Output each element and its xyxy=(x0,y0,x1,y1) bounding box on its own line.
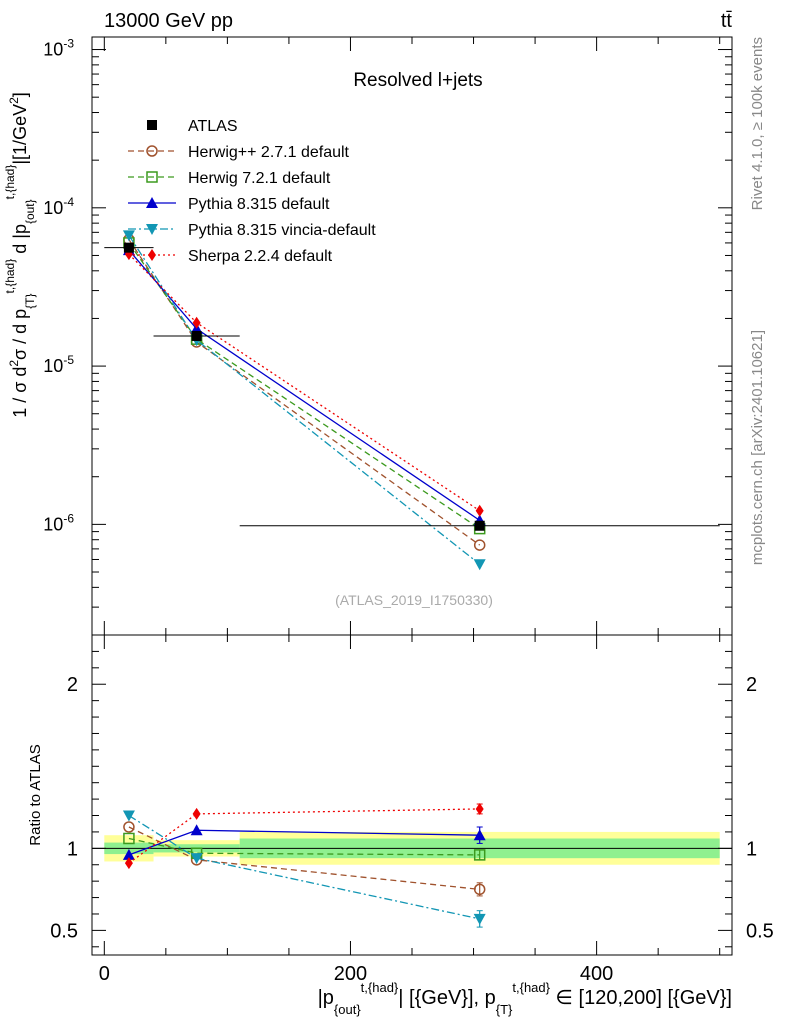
ratio-line xyxy=(128,814,480,920)
header-right: tt̄ xyxy=(721,10,733,32)
ratio-uncertainty-bands xyxy=(92,831,732,865)
main-panel: 10-3 10-4 10-5 10-6 Resolved l+jets (ATLAS_… xyxy=(3,36,733,636)
x-tick-label: 400 xyxy=(580,963,613,985)
ratio-frame xyxy=(91,634,733,956)
ratio-y-tick-label: 1 xyxy=(746,838,757,860)
legend-marker xyxy=(147,120,157,130)
legend-marker xyxy=(148,249,156,261)
ratio-ylabel: Ratio to ATLAS xyxy=(27,744,44,845)
mcplots-label: mcplots.cern.ch [arXiv:2401.10621] xyxy=(749,330,766,565)
mc-point xyxy=(473,559,486,571)
legend-label: ATLAS xyxy=(188,118,238,135)
y-tick-label: 10-6 xyxy=(43,511,74,534)
ratio-point xyxy=(192,807,201,820)
legend-label: Herwig++ 2.7.1 default xyxy=(188,144,350,161)
mc-point xyxy=(122,230,135,242)
main-ylabel: 1 / σ d2σ / d p{T}t,{had} d |p{out}t,{ha… xyxy=(3,92,37,418)
ratio-point xyxy=(473,913,486,925)
ratio-y-tick-label: 2 xyxy=(67,674,78,696)
ratio-line xyxy=(128,837,480,856)
mc-line xyxy=(128,249,481,521)
ratio-point xyxy=(190,824,203,836)
main-title: Resolved l+jets xyxy=(353,70,482,91)
mc-point xyxy=(473,539,486,551)
ratio-y-tick-label: 0.5 xyxy=(50,920,78,942)
legend-label: Pythia 8.315 default xyxy=(188,196,330,213)
data-point xyxy=(123,242,134,253)
legend: ATLAS Herwig++ 2.7.1 default Herwig 7.2.1 … xyxy=(128,118,376,265)
y-tick-label: 10-5 xyxy=(43,353,74,376)
ratio-point xyxy=(473,829,486,841)
ratio-point xyxy=(122,848,135,860)
mc-line xyxy=(128,253,481,512)
y-tick-label: 10-4 xyxy=(43,195,74,218)
y-tick-label: 10-3 xyxy=(43,37,74,60)
legend-label: Sherpa 2.2.4 default xyxy=(188,248,333,265)
ratio-point xyxy=(475,802,484,815)
rivet-label: Rivet 4.1.0, ≥ 100k events xyxy=(749,37,766,210)
x-tick-label: 0 xyxy=(99,963,110,985)
analysis-watermark: (ATLAS_2019_I1750330) xyxy=(335,592,493,608)
main-series xyxy=(104,230,720,571)
header-left: 13000 GeV pp xyxy=(104,10,233,32)
ratio-panel: 0.5 0.5 1 1 2 2 0 200 400 Ratio to ATLAS |p{out}… xyxy=(27,634,774,1017)
ratio-y-tick-label: 1 xyxy=(67,838,78,860)
mc-line xyxy=(128,239,481,546)
ratio-point xyxy=(122,810,135,822)
ratio-series xyxy=(122,802,486,928)
data-point xyxy=(474,520,485,531)
ratio-y-tick-label: 0.5 xyxy=(746,920,774,942)
mc-point xyxy=(475,504,484,517)
legend-marker xyxy=(146,145,158,157)
main-ticks: 10-3 10-4 10-5 10-6 xyxy=(43,37,732,636)
mc-point xyxy=(192,316,201,329)
ratio-point xyxy=(473,849,486,861)
legend-label: Pythia 8.315 vincia-default xyxy=(188,222,376,239)
legend-marker xyxy=(146,197,158,208)
x-axis-label: |p{out}t,{had}| [{GeV}], p{T}t,{had} ∈ [… xyxy=(318,980,732,1017)
ratio-point xyxy=(190,853,203,865)
mc-line xyxy=(128,242,481,530)
legend-marker xyxy=(146,171,158,183)
ratio-point xyxy=(124,857,133,870)
data-point xyxy=(191,330,202,341)
ratio-point xyxy=(473,883,486,896)
legend-label: Herwig 7.2.1 default xyxy=(188,170,331,187)
mc-line xyxy=(128,234,481,565)
ratio-ticks: 0.5 0.5 1 1 2 2 0 200 400 xyxy=(50,635,774,985)
legend-marker xyxy=(146,224,158,235)
ratio-point xyxy=(123,832,135,845)
x-tick-label: 200 xyxy=(334,963,367,985)
ratio-y-tick-label: 2 xyxy=(746,674,757,696)
ratio-point xyxy=(123,821,135,833)
